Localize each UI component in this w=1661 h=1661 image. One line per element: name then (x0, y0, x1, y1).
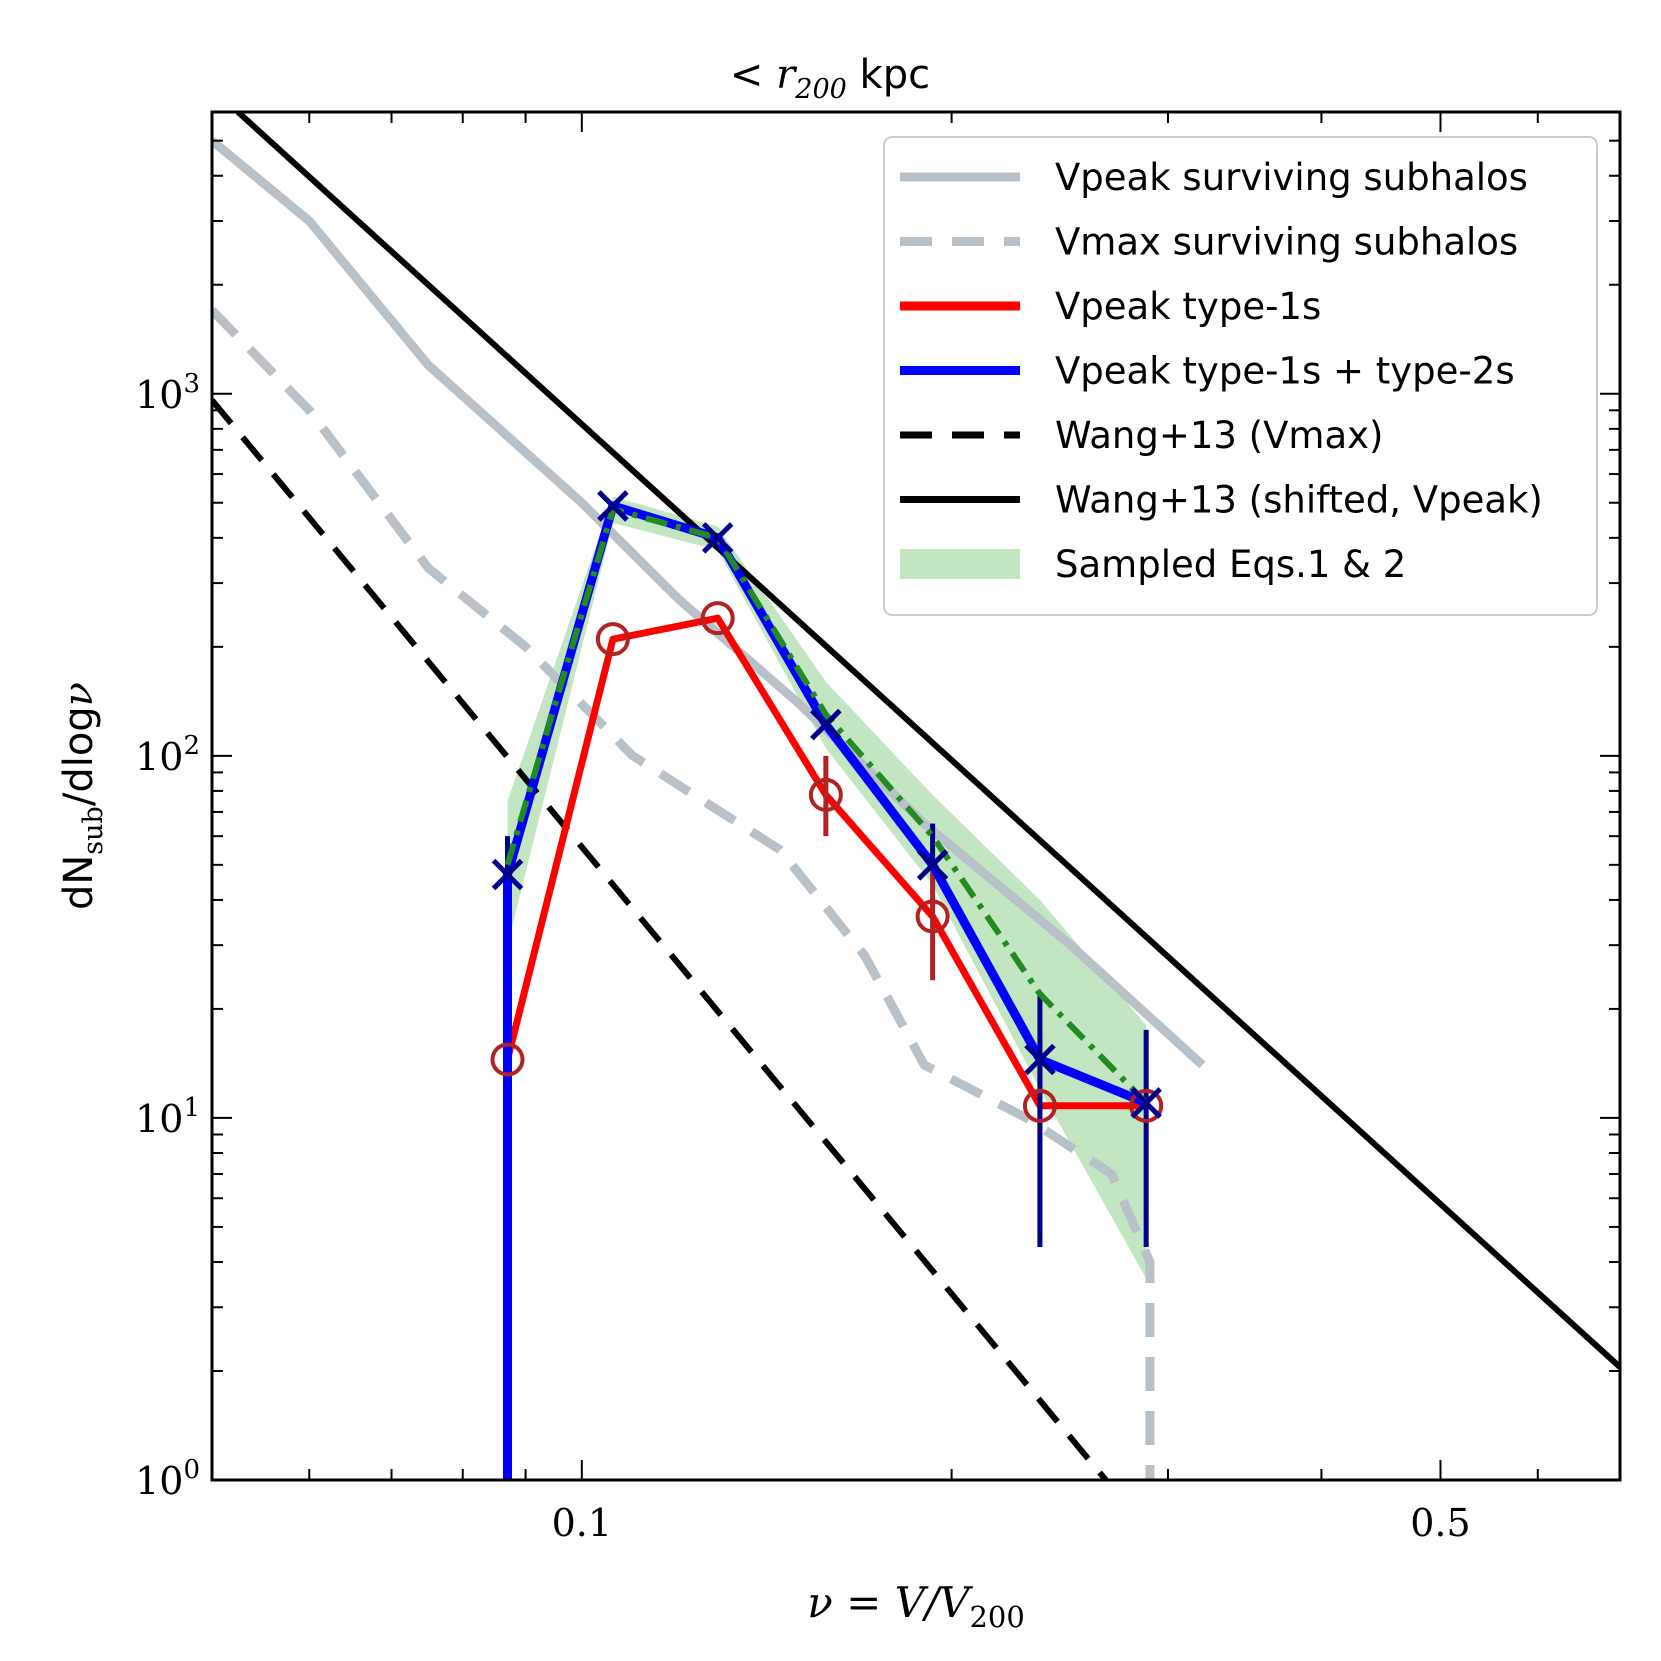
vpeak-surviving-line (212, 137, 1206, 1069)
type12-marker (1024, 1043, 1056, 1076)
type1-marker (490, 1042, 525, 1077)
x-tick-label: 0.1 (552, 1501, 612, 1545)
type12-marker (597, 490, 629, 522)
y-tick-label: 102 (135, 731, 200, 779)
type1-marker (915, 899, 950, 934)
y-tick-label: 103 (135, 369, 200, 417)
chart-title: < r200 kpc (730, 52, 930, 105)
type12-marker (1130, 1087, 1162, 1119)
type12-marker (701, 522, 734, 554)
type12-marker (491, 858, 524, 891)
wang13-shifted-line (235, 112, 1620, 1370)
y-tick-label: 101 (135, 1093, 200, 1141)
type12-marker (810, 708, 842, 741)
x-axis-label: ν = V/V200 (807, 1578, 1025, 1634)
y-axis-label: dNsub/dlogν (56, 682, 109, 910)
legend-label: Wang+13 (Vmax) (1055, 414, 1383, 457)
type1-marker (1129, 1088, 1164, 1123)
legend-label: Sampled Eqs.1 & 2 (1055, 543, 1406, 586)
wang13-vmax-line (212, 398, 1109, 1480)
tick-labels: 0.1 0.5 100 101 102 103 (135, 369, 1471, 1545)
sampled-band (507, 496, 1147, 1279)
type1-marker (1022, 1088, 1057, 1123)
legend: Vpeak surviving subhalos Vmax surviving s… (883, 136, 1598, 616)
type1-marker (595, 622, 630, 657)
legend-frame (883, 136, 1598, 616)
legend-label: Vpeak surviving subhalos (1055, 156, 1528, 199)
legend-label: Vpeak type-1s (1055, 285, 1321, 328)
type1-marker (700, 601, 735, 636)
type1-marker (808, 777, 843, 812)
legend-label: Wang+13 (shifted, Vpeak) (1055, 479, 1543, 522)
legend-label: Vmax surviving subhalos (1055, 221, 1518, 264)
type12-marker (916, 849, 949, 881)
x-tick-label: 0.5 (1410, 1501, 1470, 1545)
plot-frame (210, 110, 1622, 1482)
legend-label: Vpeak type-1s + type-2s (1055, 350, 1515, 393)
plot-area (212, 112, 1620, 1480)
y-tick-label: 100 (135, 1455, 200, 1503)
legend-swatch-band (900, 549, 1020, 579)
